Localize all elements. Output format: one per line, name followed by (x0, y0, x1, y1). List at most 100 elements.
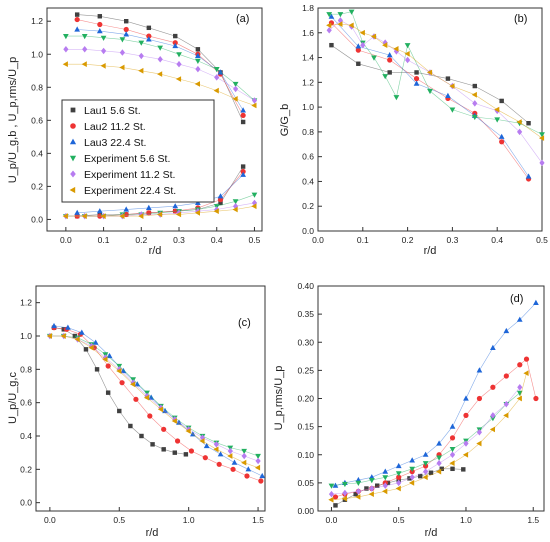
panel-b-series-point-6-14 (538, 135, 545, 141)
panel-d-series-point-5-13 (490, 412, 496, 419)
panel-d-series-point-3-5 (382, 468, 389, 474)
panel-d-series-point-5-10 (449, 451, 456, 458)
panel-a-xtick-label: 0.3 (173, 235, 185, 245)
panel-c-series-point-6-7 (130, 381, 136, 388)
panel-a-series-point-1-6 (195, 47, 201, 52)
panel-c-series-point-6-1 (46, 333, 52, 339)
panel-b-series-line-1 (331, 44, 529, 124)
panel-b-ytick-label: 0.2 (302, 201, 314, 211)
panel-a-series-point-5-4 (119, 49, 125, 56)
panel-d-series-point-2-16 (523, 356, 530, 362)
panel-b-series-point-5-8 (405, 56, 411, 64)
panel-b-series-point-1-6 (472, 83, 478, 89)
panel-a-xtick-label: 0.1 (98, 235, 110, 245)
panel-a-frame (46, 7, 263, 232)
panel-c-series-point-2-11 (188, 448, 195, 454)
panel-d-ytick-label: 0.35 (297, 309, 314, 319)
panel-a-series-point-4-3 (100, 35, 107, 41)
panel-d-xtick-label: 0.5 (393, 515, 405, 525)
panel-c-series-point-2-13 (216, 461, 222, 467)
panel-a-ytick-label: 0.2 (31, 181, 43, 191)
panel-b-series-point-6-5 (370, 33, 377, 40)
legend-marker-1 (70, 107, 76, 113)
panel-a-series-point-6-6 (157, 71, 163, 77)
panel-d-xtick-label: 1.5 (527, 515, 539, 525)
panel-a-ylabel: U_p/U_g,b , U_p,rms/U_p (7, 57, 19, 184)
panel-b-series-point-1-7 (499, 98, 504, 104)
panel-b-series-point-6-8 (404, 51, 410, 57)
panel-b-series-line-5 (329, 20, 543, 164)
panel-b-series-point-2-4 (413, 76, 420, 82)
panel-d-series-point-3-16 (533, 299, 539, 305)
panel-b-series-point-1-8 (526, 121, 531, 126)
panel-a-series-point-4-10 (232, 81, 239, 88)
panel-d-label: (d) (510, 293, 523, 305)
panel-c-series-point-6-6 (116, 368, 122, 374)
panel-d-frame (317, 285, 545, 512)
panel-a-series-point-5-5 (138, 52, 144, 60)
panel-a-rms-series-point-3-4 (146, 204, 152, 210)
panel-a: 0.0 0.1 0.2 0.3 0.4 0.50.00.20.40.60.81.01.2 … (7, 7, 263, 257)
panel-c-series-point-4-16 (255, 453, 261, 460)
panel-b-series-point-3-5 (445, 92, 451, 98)
panel-a-series-point-5-6 (157, 56, 163, 63)
panel-d-series-point-6-2 (341, 495, 347, 502)
panel-d-series-point-3-15 (516, 316, 523, 322)
panel-a-label: (a) (236, 13, 249, 25)
panel-d-ticks: 0.0 0.5 1.0 1.5 0.00 0.05 0.10 0.15 0.20 0.25 0.30… (297, 281, 539, 525)
panel-c-frame (35, 285, 266, 512)
legend-label-4: Experiment 5.6 St. (84, 153, 170, 165)
panel-c-series-point-3-3 (78, 329, 85, 335)
panel-d-ytick-label: 0.00 (297, 506, 314, 516)
panel-b-ticks: 0.0 0.1 0.2 0.3 0.4 0.5 0.0 0.2 0.4 0.6 0.8 1.0 1.2 1… (302, 3, 548, 245)
panel-d-marks (328, 299, 539, 508)
panel-a-series-point-3-3 (123, 31, 130, 37)
panel-b-ytick-label: 0.0 (302, 226, 314, 236)
panel-b-series-point-4-11 (471, 114, 478, 121)
panel-c-series-point-5-16 (255, 457, 261, 465)
panel-b-series-point-2-2 (355, 47, 361, 53)
panel-d-series-point-6-1 (328, 496, 334, 503)
panel-b-series-point-4-9 (427, 88, 433, 95)
panel-a-rms-series-point-1-7 (218, 200, 223, 206)
panel-d-xtick-label: 0.0 (326, 515, 338, 525)
panel-a-rms-series-point-1-8 (240, 164, 246, 169)
panel-d-series-point-6-13 (489, 426, 495, 433)
panel-c-xtick-label: 1.5 (252, 515, 264, 525)
legend-marker-6 (69, 186, 76, 194)
panel-b-series-line-4 (329, 11, 543, 135)
panel-c-ylabel: U_p/U_g,c (7, 372, 19, 424)
panel-a-rms-series-point-6-3 (100, 213, 106, 219)
panel-b-series-point-4-1 (326, 12, 333, 18)
panel-b-series-point-5-14 (539, 159, 545, 167)
panel-a-ytick-label: 0.6 (31, 115, 43, 125)
panel-a-series-point-2-3 (123, 26, 129, 33)
panel-c-series-point-1-12 (172, 450, 177, 455)
panel-a-xtick-label: 0.4 (211, 235, 223, 245)
panel-d-series-point-6-11 (462, 451, 469, 458)
panel-d-series-point-4-2 (342, 481, 348, 488)
panel-c-series-point-6-13 (213, 446, 219, 453)
panel-b-series-point-3-3 (386, 52, 393, 58)
panel-b-series-point-3-4 (413, 80, 420, 86)
panel-c-ticks: 0.0 0.5 1.0 1.5 0.0 0.2 0.4 0.6 0.8 1.0 1.2 (20, 298, 264, 525)
panel-b-xtick-label: 0.5 (536, 235, 548, 245)
panel-c-series-point-5-15 (241, 452, 247, 460)
panel-b-ytick-label: 0.8 (302, 127, 314, 137)
panel-a-series-point-5-11 (251, 97, 258, 104)
panel-b-series-point-4-5 (371, 55, 377, 61)
panel-b-series-point-1-2 (356, 61, 361, 66)
legend-marker-5 (70, 170, 76, 178)
panel-d-series-point-4-10 (449, 447, 456, 453)
panel-b-ytick-label: 0.6 (302, 152, 314, 162)
panel-a-series-point-6-9 (213, 87, 219, 94)
panel-d-ytick-label: 0.30 (297, 337, 314, 347)
panel-c-series-point-6-4 (88, 344, 94, 351)
panel-a-series-point-5-7 (176, 60, 182, 68)
panel-c-xtick-label: 0.0 (44, 515, 56, 525)
panel-b-ytick-label: 1.2 (302, 77, 314, 87)
panel-a-series-point-5-3 (101, 47, 107, 55)
panel-a-rms-series-point-4-11 (251, 192, 258, 198)
panel-c-series-point-1-8 (128, 423, 133, 429)
